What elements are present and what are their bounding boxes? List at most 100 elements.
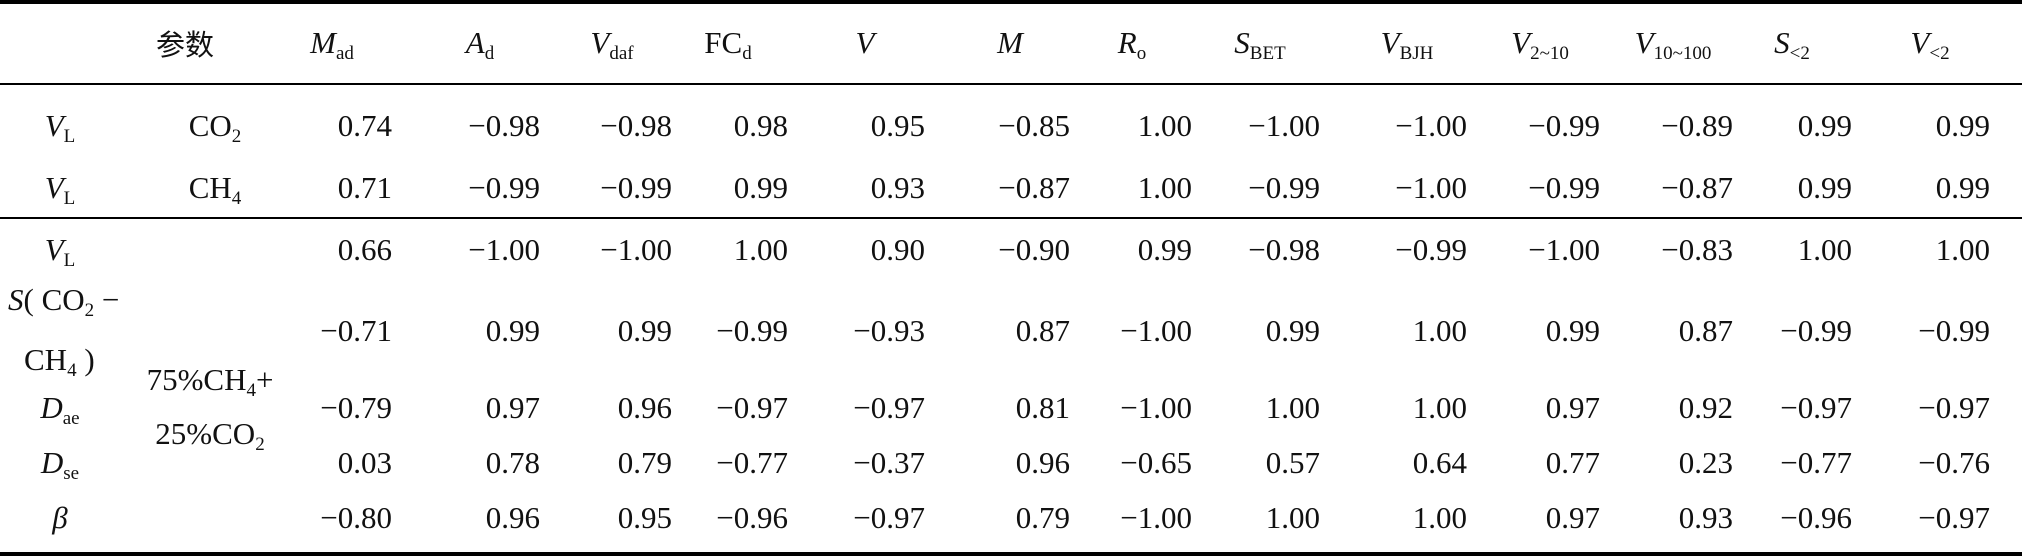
row-variable-symbol: S <box>8 282 24 317</box>
table-cell: −0.99 <box>1248 170 1320 205</box>
table-cell: −0.98 <box>600 108 672 143</box>
table-cell: 0.99 <box>617 313 672 348</box>
gas-label: CH4 <box>160 170 270 208</box>
mixture-label-text: + <box>255 362 274 397</box>
row-variable-subscript: L <box>63 188 76 209</box>
table-cell: 0.57 <box>1265 445 1320 480</box>
column-header-subscript: <2 <box>1789 43 1810 64</box>
gas-label-symbol: CH <box>188 170 232 205</box>
table-cell: 0.77 <box>1545 445 1600 480</box>
table-cell: −0.71 <box>320 313 392 348</box>
table-cell: −0.37 <box>853 445 925 480</box>
table-cell: 0.95 <box>870 108 925 143</box>
table-cell: −0.97 <box>853 500 925 535</box>
table-cell: 0.23 <box>1678 445 1733 480</box>
table-cell: 0.99 <box>1545 313 1600 348</box>
row-variable-subscript: L <box>63 250 76 271</box>
column-header-subscript: 10~100 <box>1653 43 1712 64</box>
table-cell: 0.97 <box>485 390 540 425</box>
column-header: S<2 <box>1727 25 1857 64</box>
row-variable: VL <box>10 170 110 209</box>
table-cell: 0.78 <box>485 445 540 480</box>
row-variable-symbol: V <box>44 108 64 143</box>
table-cell: 0.97 <box>1545 500 1600 535</box>
row-variable-text: ( CO <box>23 282 85 317</box>
column-header: Vdaf <box>547 25 677 64</box>
table-cell: −0.98 <box>468 108 540 143</box>
mixture-label: 75%CH4+ <box>130 362 290 400</box>
table-cell: 0.79 <box>617 445 672 480</box>
table-cell: 1.00 <box>1265 390 1320 425</box>
table-cell: −0.65 <box>1120 445 1192 480</box>
table-cell: −0.76 <box>1918 445 1990 480</box>
table-cell: −0.93 <box>853 313 925 348</box>
row-variable: VL <box>10 232 110 271</box>
table-cell: −0.96 <box>716 500 788 535</box>
table-cell: −0.85 <box>998 108 1070 143</box>
row-variable-symbol: D <box>40 390 63 425</box>
table-cell: −0.99 <box>1780 313 1852 348</box>
column-header: V<2 <box>1865 25 1995 63</box>
table-cell: −0.90 <box>998 232 1070 267</box>
row-variable: Dse <box>10 445 110 483</box>
row-variable-subscript: 4 <box>67 360 77 381</box>
table-cell: −0.99 <box>1528 170 1600 205</box>
table-cell: −0.99 <box>716 313 788 348</box>
table-cell: 0.99 <box>1797 170 1852 205</box>
table-cell: 0.96 <box>1015 445 1070 480</box>
column-header: Mad <box>267 25 397 63</box>
table-cell: −1.00 <box>1120 313 1192 348</box>
table-cell: 0.99 <box>1265 313 1320 348</box>
table-cell: 0.87 <box>1678 313 1733 348</box>
column-header: VBJH <box>1342 25 1472 63</box>
row-variable-text: CH <box>24 342 68 377</box>
column-header-subscript: d <box>742 43 752 64</box>
column-header: FCd <box>663 25 793 64</box>
column-header-subscript: 2~10 <box>1530 43 1569 64</box>
table-cell: 1.00 <box>1935 232 1990 267</box>
column-header: V2~10 <box>1475 25 1605 64</box>
row-variable-symbol: V <box>44 170 64 205</box>
row-variable: CH4 ) <box>24 342 95 381</box>
table-bottom-rule <box>0 552 2022 556</box>
column-header-symbol: V <box>1511 25 1531 60</box>
table-cell: 1.00 <box>1137 108 1192 143</box>
table-cell: 0.93 <box>870 170 925 205</box>
table-cell: −0.99 <box>1918 313 1990 348</box>
row-variable-subscript: 2 <box>84 300 95 321</box>
table-cell: 1.00 <box>733 232 788 267</box>
column-header-symbol: A <box>465 25 485 60</box>
table-cell: −1.00 <box>600 232 672 267</box>
table-cell: −1.00 <box>1528 232 1600 267</box>
table-cell: 0.90 <box>870 232 925 267</box>
table-cell: −0.99 <box>600 170 672 205</box>
table-cell: 0.99 <box>1935 170 1990 205</box>
table-cell: 0.64 <box>1412 445 1467 480</box>
table-cell: 0.98 <box>733 108 788 143</box>
gas-label-subscript: 2 <box>231 126 242 147</box>
gas-label-symbol: CO <box>188 108 232 143</box>
column-header-subscript: daf <box>609 43 634 64</box>
table-cell: −0.87 <box>998 170 1070 205</box>
group-divider-rule <box>0 217 2022 219</box>
table-cell: 0.96 <box>485 500 540 535</box>
table-cell: 0.95 <box>617 500 672 535</box>
row-variable-text: − <box>94 282 120 317</box>
table-cell: 0.71 <box>337 170 392 205</box>
table-cell: 0.99 <box>1137 232 1192 267</box>
mixture-label-subscript: 2 <box>255 434 265 455</box>
table-cell: −1.00 <box>1248 108 1320 143</box>
row-variable-symbol: D <box>40 445 64 480</box>
column-header-symbol: V <box>590 25 610 60</box>
table-cell: 0.97 <box>1545 390 1600 425</box>
table-cell: −0.97 <box>1918 500 1990 535</box>
column-header-subscript: BET <box>1249 43 1286 64</box>
table-cell: 0.79 <box>1015 500 1070 535</box>
table-cell: −0.89 <box>1661 108 1733 143</box>
column-header: V <box>800 25 930 61</box>
column-header-symbol: V <box>1910 25 1930 60</box>
table-cell: 0.99 <box>1935 108 1990 143</box>
table-cell: −0.97 <box>1918 390 1990 425</box>
table-cell: 1.00 <box>1412 500 1467 535</box>
table-cell: −0.98 <box>1248 232 1320 267</box>
